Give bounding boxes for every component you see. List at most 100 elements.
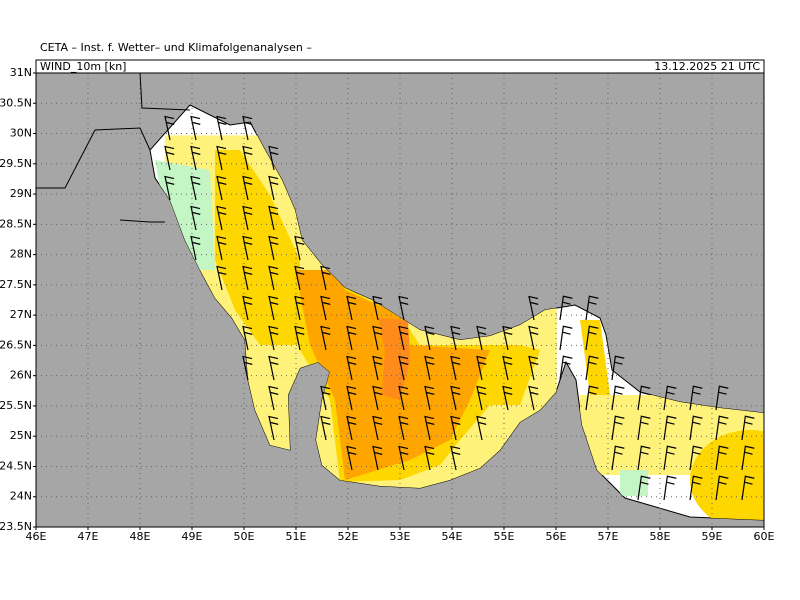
wind-barb (242, 265, 253, 291)
wind-barb (424, 325, 435, 351)
lat-label: 27N (10, 308, 32, 321)
wind-barb (502, 385, 513, 411)
wind-barb (268, 145, 279, 171)
wind-barb (689, 445, 703, 471)
wind-barb (450, 355, 461, 381)
lon-label: 49E (182, 530, 203, 543)
wind-barb (320, 265, 331, 291)
lon-label: 46E (26, 530, 47, 543)
wind-barb (268, 355, 279, 381)
wind-barb (715, 445, 729, 471)
wind-barb (715, 415, 729, 441)
wind-barb (476, 325, 487, 351)
wind-barb (715, 475, 729, 501)
lon-label: 59E (702, 530, 723, 543)
wind-barb (320, 415, 331, 441)
wind-barb (585, 355, 599, 381)
wind-barb (242, 175, 253, 201)
wind-barb (476, 385, 487, 411)
wind-barb (268, 265, 279, 291)
lon-label: 48E (130, 530, 151, 543)
wind-barb (294, 265, 305, 291)
lon-label: 55E (494, 530, 515, 543)
grid (36, 73, 764, 527)
wind-barb (611, 355, 625, 381)
wind-barb (294, 235, 305, 261)
wind-barb (450, 445, 461, 471)
wind-barb (398, 385, 409, 411)
wind-barb (164, 115, 175, 141)
wind-barb (346, 445, 357, 471)
wind-barb (242, 205, 253, 231)
wind-barb (242, 355, 253, 381)
wind-barb (502, 355, 513, 381)
wind-barb (242, 325, 253, 351)
wind-barb (346, 325, 357, 351)
wind-barb (424, 415, 435, 441)
shade-gold (690, 430, 764, 520)
wind-barb (528, 385, 539, 411)
wind-barb (268, 385, 279, 411)
lat-label: 30N (10, 127, 32, 140)
lat-label: 29N (10, 187, 32, 200)
wind-barb (559, 325, 573, 351)
wind-barbs (164, 115, 755, 501)
wind-barb (637, 415, 651, 441)
wind-barb (450, 415, 461, 441)
wind-barb (424, 385, 435, 411)
wind-barb (346, 385, 357, 411)
wind-barb (372, 295, 383, 321)
wind-barb (372, 355, 383, 381)
wind-barb (398, 355, 409, 381)
wind-barb (450, 385, 461, 411)
field-label: WIND_10m [kn] (40, 60, 126, 73)
wind-barb (320, 325, 331, 351)
wind-barb (372, 415, 383, 441)
wind-barb (372, 385, 383, 411)
axes: 31N 30.5N 30N 29.5N 29N 28.5N 28N 27.5N 27N 26.5N… (0, 66, 775, 543)
wind-barb (663, 475, 677, 501)
wind-barb (663, 445, 677, 471)
lat-label: 25.5N (0, 399, 32, 412)
wind-barb (476, 355, 487, 381)
wind-barb (398, 415, 409, 441)
wind-barb (216, 175, 227, 201)
lat-label: 26.5N (0, 338, 32, 351)
lon-label: 53E (390, 530, 411, 543)
wind-barb (268, 205, 279, 231)
lat-label: 24.5N (0, 459, 32, 472)
wind-barb (216, 265, 227, 291)
wind-barb (242, 295, 253, 321)
shade-gold (215, 150, 300, 345)
wind-barb (689, 385, 703, 411)
wind-barb (559, 295, 573, 321)
wind-barb (689, 415, 703, 441)
wind-barb (268, 325, 279, 351)
lon-label: 51E (286, 530, 307, 543)
wind-barb (424, 445, 435, 471)
lon-label: 52E (338, 530, 359, 543)
wind-barb (190, 145, 201, 171)
wind-barb (346, 355, 357, 381)
wind-barb (476, 415, 487, 441)
valid-time: 13.12.2025 21 UTC (654, 60, 760, 73)
lon-label: 57E (598, 530, 619, 543)
lat-label: 31N (10, 66, 32, 79)
wind-barb (164, 175, 175, 201)
wind-barb (528, 295, 539, 321)
wind-barb (346, 415, 357, 441)
wind-barb (502, 325, 513, 351)
wind-barb (242, 145, 253, 171)
wind-barb (242, 115, 253, 141)
wind-barb (611, 385, 625, 411)
wind-barb (346, 295, 357, 321)
wind-barb (294, 295, 305, 321)
lon-label: 56E (546, 530, 567, 543)
wind-barb (268, 415, 279, 441)
wind-barb (372, 445, 383, 471)
wind-barb (741, 415, 755, 441)
wind-barb (216, 115, 227, 141)
wind-barb (741, 475, 755, 501)
wind-barb (190, 205, 201, 231)
wind-barb (585, 385, 599, 411)
